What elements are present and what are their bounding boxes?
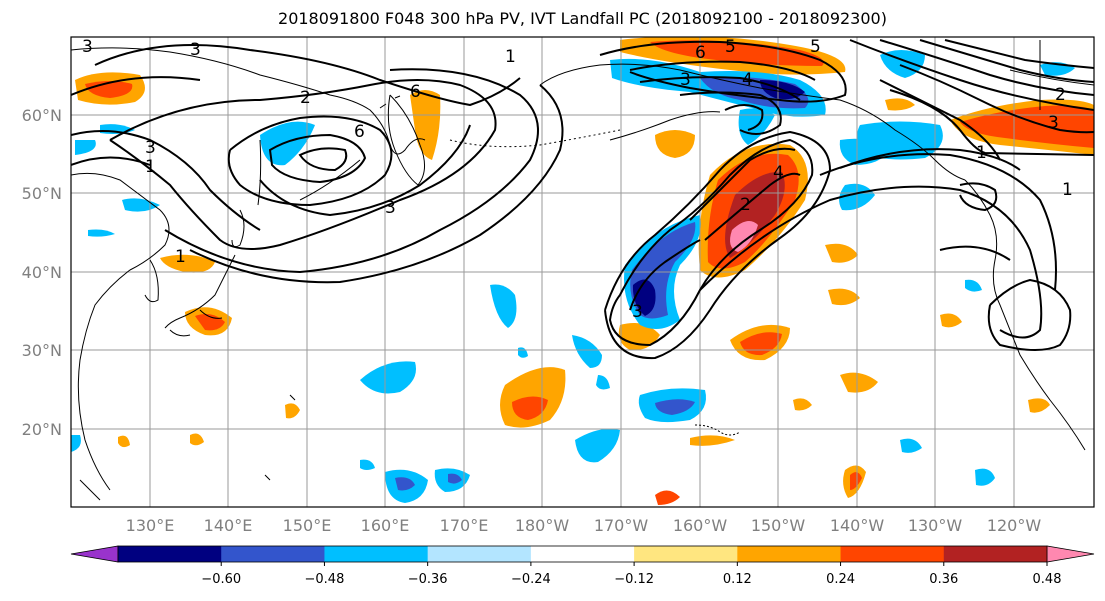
lon-label: 140°E [204, 516, 253, 535]
colorbar-cell [840, 546, 945, 562]
colorbar-cell [737, 546, 842, 562]
contour-label: 6 [695, 43, 706, 63]
contour-label: 1 [175, 247, 186, 267]
map-frame [70, 36, 1095, 508]
colorbar-cell [530, 546, 635, 562]
contour-label: 3 [385, 198, 396, 218]
lon-label: 160°W [673, 516, 728, 535]
contour-label: 3 [145, 138, 156, 158]
lat-label: 20°N [22, 420, 62, 439]
lon-label: 120°W [987, 516, 1042, 535]
colorbar-cell [634, 546, 738, 562]
longitude-labels: 130°E 140°E 150°E 160°E 170°E 180°W 170°… [126, 516, 1042, 535]
colorbar-tick-label: 0.24 [826, 572, 855, 587]
contour-labels: 3 1 2 6 3 1 3 5 6 3 4 5 1 6 3 1 2 4 3 2 … [82, 37, 1073, 322]
colorbar-cell [324, 546, 429, 562]
contour-label: 1 [1062, 180, 1073, 200]
colorbar-tick-label: 0.36 [929, 572, 958, 587]
contour-label: 6 [354, 122, 365, 142]
contour-label: 5 [810, 37, 821, 57]
contour-label: 3 [82, 37, 93, 57]
contour-label: 5 [725, 37, 736, 57]
lat-label: 40°N [22, 263, 62, 282]
colorbar-cell [221, 546, 325, 562]
map-gridlines [71, 37, 1094, 507]
lon-label: 130°E [126, 516, 175, 535]
lon-label: 150°E [283, 516, 332, 535]
coastlines [71, 40, 1094, 501]
lon-label: 170°E [440, 516, 489, 535]
contour-label: 1 [976, 143, 987, 163]
colorbar: −0.60 −0.48 −0.36 −0.24 −0.12 0.12 0.24 0.36 0.4… [70, 545, 1095, 587]
colorbar-cell [943, 546, 1048, 562]
colorbar-frame [117, 545, 1048, 563]
colorbar-tick-label: −0.24 [511, 572, 551, 587]
colorbar-extend-low [70, 545, 119, 563]
lat-label: 30°N [22, 341, 62, 360]
lon-label: 180°W [515, 516, 570, 535]
lon-label: 140°W [830, 516, 885, 535]
ivt-contours [71, 39, 1094, 360]
colorbar-cell [118, 546, 222, 562]
contour-label: 2 [740, 195, 751, 215]
contour-label: 3 [1048, 113, 1059, 133]
latitude-labels: 60°N 50°N 40°N 30°N 20°N [22, 106, 62, 439]
lat-label: 50°N [22, 184, 62, 203]
lon-label: 130°W [908, 516, 963, 535]
contour-label: 4 [742, 70, 753, 90]
contour-label: 6 [410, 82, 421, 102]
colorbar-tick-label: 0.48 [1033, 572, 1062, 587]
colorbar-tick-label: −0.48 [305, 572, 345, 587]
colorbar-extend-high [1046, 545, 1095, 563]
colorbar-tick-label: −0.60 [201, 572, 241, 587]
contour-label: 1 [145, 157, 156, 177]
map-title: 2018091800 F048 300 hPa PV, IVT Landfall… [278, 9, 887, 28]
lon-label: 170°W [594, 516, 649, 535]
colorbar-tick-label: −0.36 [408, 572, 448, 587]
lon-label: 160°E [361, 516, 410, 535]
contour-label: 2 [300, 88, 311, 108]
colorbar-tick-label: −0.12 [614, 572, 654, 587]
lat-label: 60°N [22, 106, 62, 125]
contour-label: 1 [505, 47, 516, 67]
contour-label: 3 [680, 70, 691, 90]
contour-label: 4 [773, 163, 784, 183]
contour-label: 3 [632, 302, 643, 322]
colorbar-tick-label: 0.12 [723, 572, 752, 587]
contour-label: 3 [190, 40, 201, 60]
lon-label: 150°W [751, 516, 806, 535]
colorbar-cell [427, 546, 532, 562]
contour-label: 2 [1055, 85, 1066, 105]
